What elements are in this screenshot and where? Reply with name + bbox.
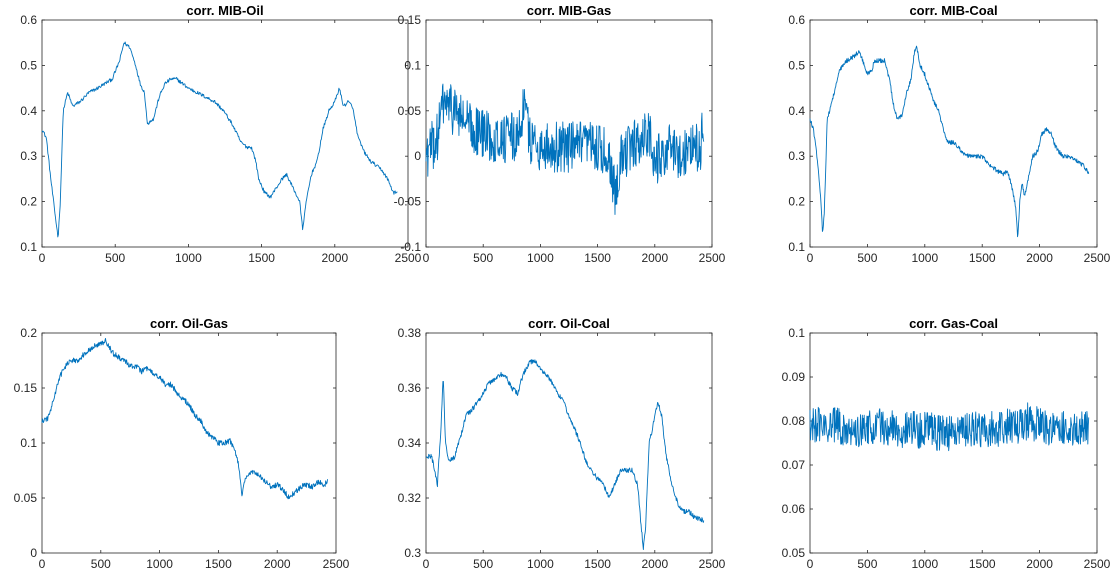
y-tick-label: 0.15 — [14, 381, 38, 395]
series-line-mib-oil — [41, 41, 398, 238]
chart-title-oil-coal: corr. Oil-Coal — [528, 316, 610, 331]
y-tick-label: 0.2 — [20, 326, 37, 340]
y-tick-label: 0 — [30, 546, 37, 560]
y-tick-label: 0.06 — [782, 502, 806, 516]
y-tick-label: 0.08 — [782, 414, 806, 428]
x-tick-label: 500 — [473, 251, 493, 265]
axes-box-gas-coal — [809, 332, 1098, 554]
x-tick-label: 1000 — [527, 557, 554, 571]
y-tick-label: 0.5 — [20, 58, 37, 72]
x-tick-label: 2500 — [699, 557, 726, 571]
x-tick-label: 500 — [91, 557, 111, 571]
y-tick-label: 0.3 — [404, 546, 421, 560]
y-tick-label: 0.2 — [20, 195, 37, 209]
x-tick-label: 0 — [807, 251, 814, 265]
x-tick-label: 500 — [473, 557, 493, 571]
chart-title-mib-oil: corr. MIB-Oil — [186, 3, 263, 18]
x-tick-label: 2000 — [321, 251, 348, 265]
y-tick-label: 0.3 — [788, 149, 805, 163]
x-tick-label: 2500 — [1084, 251, 1111, 265]
x-tick-label: 2500 — [395, 251, 422, 265]
y-tick-label: 0 — [414, 149, 421, 163]
x-tick-label: 0 — [39, 557, 46, 571]
y-tick-label: 0.1 — [20, 436, 37, 450]
y-tick-label: 0.4 — [788, 104, 805, 118]
series-line-oil-coal — [425, 359, 705, 551]
axes-box-oil-coal — [425, 332, 713, 554]
series-line-gas-coal — [809, 402, 1090, 452]
y-tick-label: 0.05 — [14, 491, 38, 505]
x-tick-label: 2500 — [323, 557, 350, 571]
x-tick-label: 1500 — [969, 557, 996, 571]
y-tick-label: 0.15 — [398, 13, 422, 27]
x-tick-label: 1500 — [584, 557, 611, 571]
x-tick-label: 0 — [807, 557, 814, 571]
y-tick-label: 0.05 — [782, 546, 806, 560]
x-tick-label: 1500 — [584, 251, 611, 265]
x-tick-label: 1000 — [527, 251, 554, 265]
y-tick-label: 0.1 — [20, 240, 37, 254]
y-tick-label: 0.6 — [20, 13, 37, 27]
y-tick-label: -0.05 — [394, 195, 422, 209]
y-tick-label: -0.1 — [400, 240, 421, 254]
axes-box-mib-oil — [41, 19, 409, 248]
y-tick-label: 0.09 — [782, 370, 806, 384]
y-tick-label: 0.05 — [398, 104, 422, 118]
x-tick-label: 1500 — [205, 557, 232, 571]
chart-title-mib-gas: corr. MIB-Gas — [527, 3, 612, 18]
y-tick-label: 0.38 — [398, 326, 422, 340]
x-tick-label: 1000 — [911, 557, 938, 571]
x-tick-label: 2000 — [641, 557, 668, 571]
y-tick-label: 0.07 — [782, 458, 806, 472]
chart-title-mib-coal: corr. MIB-Coal — [909, 3, 997, 18]
y-tick-label: 0.5 — [788, 58, 805, 72]
panel-mib-coal: corr. MIB-Coal 0 500 1000 1500 2000 2500 0.1 0.2… — [788, 3, 1110, 265]
y-tick-label: 0.6 — [788, 13, 805, 27]
x-tick-label: 2000 — [264, 557, 291, 571]
x-tick-label: 500 — [857, 251, 877, 265]
x-tick-label: 1500 — [969, 251, 996, 265]
y-tick-label: 0.2 — [788, 195, 805, 209]
y-tick-label: 0.1 — [788, 326, 805, 340]
y-tick-label: 0.3 — [20, 149, 37, 163]
x-tick-label: 2000 — [1026, 557, 1053, 571]
y-tick-label: 0.34 — [398, 436, 422, 450]
x-tick-label: 1500 — [248, 251, 275, 265]
x-tick-label: 500 — [857, 557, 877, 571]
x-tick-label: 1000 — [175, 251, 202, 265]
y-tick-label: 0.4 — [20, 104, 37, 118]
chart-title-oil-gas: corr. Oil-Gas — [150, 316, 228, 331]
x-tick-label: 0 — [423, 557, 430, 571]
x-tick-label: 2000 — [1026, 251, 1053, 265]
y-tick-label: 0.1 — [404, 58, 421, 72]
x-tick-label: 2500 — [699, 251, 726, 265]
panel-gas-coal: corr. Gas-Coal 0 500 1000 1500 2000 2500 0.05 0.… — [782, 316, 1111, 571]
panel-oil-coal: corr. Oil-Coal 0 500 1000 1500 2000 2500 0.3 0.3… — [398, 316, 726, 571]
axes-box-oil-gas — [41, 332, 337, 554]
y-tick-label: 0.1 — [788, 240, 805, 254]
y-tick-label: 0.32 — [398, 491, 422, 505]
x-tick-label: 2500 — [1084, 557, 1111, 571]
panel-mib-oil: corr. MIB-Oil 0 500 1000 1500 2000 2500 0.1 0.2 0… — [20, 3, 421, 265]
x-tick-label: 0 — [39, 251, 46, 265]
series-line-oil-gas — [41, 337, 328, 500]
x-tick-label: 500 — [105, 251, 125, 265]
series-line-mib-coal — [809, 45, 1090, 238]
series-line-mib-gas — [425, 83, 705, 215]
x-tick-label: 2000 — [641, 251, 668, 265]
x-tick-label: 1000 — [911, 251, 938, 265]
x-tick-label: 1000 — [146, 557, 173, 571]
panel-oil-gas: corr. Oil-Gas 0 500 1000 1500 2000 2500 0 0.05 0.… — [14, 316, 350, 571]
y-tick-label: 0.36 — [398, 381, 422, 395]
axes-box-mib-coal — [809, 19, 1098, 248]
x-tick-label: 0 — [423, 251, 430, 265]
chart-title-gas-coal: corr. Gas-Coal — [909, 316, 998, 331]
